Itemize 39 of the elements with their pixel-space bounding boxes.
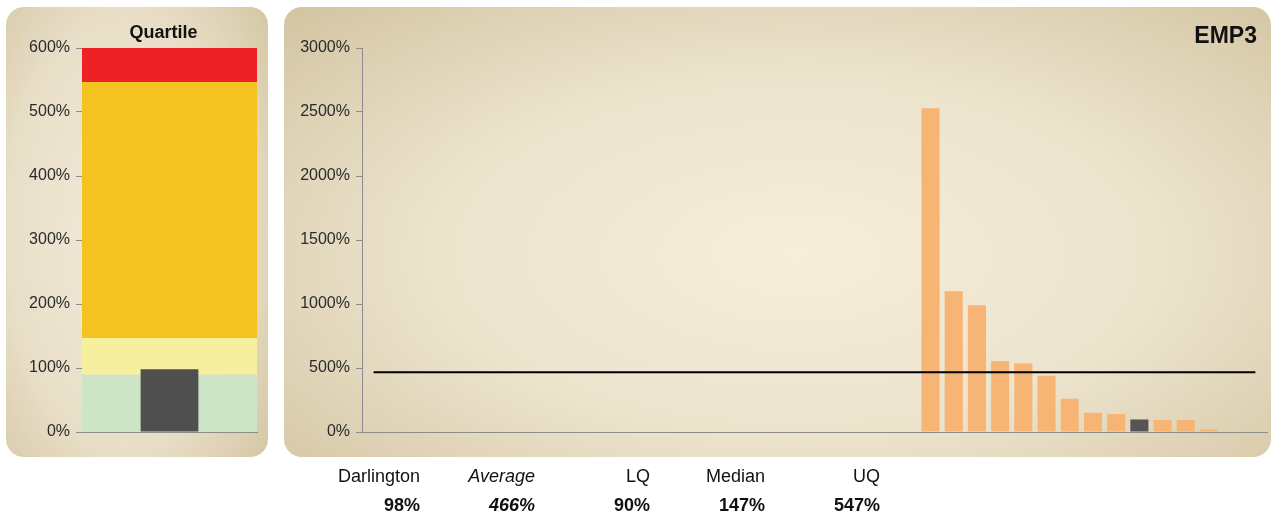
y-tick-label: 1500%: [300, 230, 350, 248]
bar: [991, 360, 1010, 432]
text: 547%: [832, 495, 880, 516]
text: Darlington: [336, 466, 420, 487]
y-tick-label: 500%: [29, 102, 70, 120]
y-tick-label: 200%: [29, 294, 70, 312]
y-tick-label: 2500%: [300, 102, 350, 120]
bar: [944, 291, 963, 432]
bar: [1060, 398, 1079, 432]
y-tick-label: 3000%: [300, 38, 350, 56]
text: 90%: [612, 495, 650, 516]
text: Median: [704, 466, 765, 487]
bar: [1130, 419, 1149, 432]
text: 147%: [717, 495, 765, 516]
bar: [1153, 419, 1172, 432]
bar: [1014, 363, 1033, 432]
y-tick-label: 500%: [309, 358, 350, 376]
bar: [967, 305, 986, 432]
bar: [1176, 419, 1195, 432]
text: 98%: [382, 495, 420, 516]
text: 466%: [487, 495, 535, 516]
bar: [921, 108, 940, 432]
y-tick-label: 1000%: [300, 294, 350, 312]
chart-title: Quartile: [129, 21, 198, 42]
chart-title: EMP3: [1194, 22, 1257, 49]
bar: [1107, 414, 1126, 432]
text: LQ: [625, 466, 650, 487]
y-tick-label: 600%: [29, 38, 70, 56]
y-tick-label: 100%: [29, 358, 70, 376]
y-tick-label: 300%: [29, 230, 70, 248]
y-tick-label: 0%: [326, 422, 350, 440]
bar: [1199, 429, 1219, 432]
y-tick-label: 0%: [46, 422, 70, 440]
text: UQ: [852, 466, 880, 487]
y-tick-label: 400%: [29, 166, 70, 184]
bar: [1083, 412, 1103, 432]
bar: [1037, 375, 1056, 432]
text: Average: [466, 466, 535, 487]
y-tick-label: 2000%: [300, 166, 350, 184]
